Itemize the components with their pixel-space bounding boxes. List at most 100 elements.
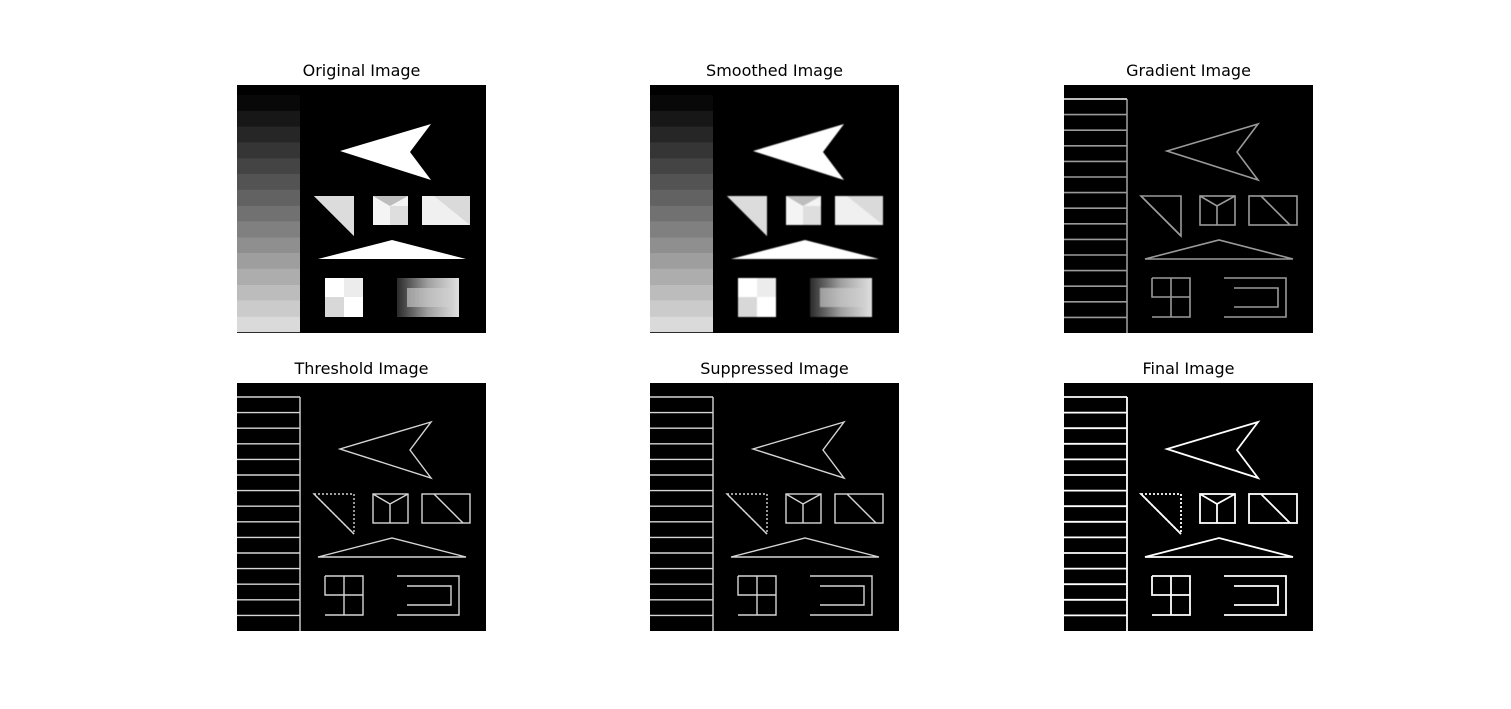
gray-step <box>650 126 713 143</box>
checker-edge <box>1151 278 1190 298</box>
arrow-edge <box>750 420 846 480</box>
panel-title: Gradient Image <box>1126 61 1251 80</box>
arrow-shape <box>340 124 431 180</box>
gray-step <box>237 221 300 238</box>
panel-shade <box>847 196 883 225</box>
panel-title: Original Image <box>302 61 421 80</box>
roof-edge <box>730 537 880 558</box>
roof-edge <box>1144 239 1294 260</box>
gradient-box-edge <box>1234 585 1279 606</box>
gray-step <box>237 85 300 95</box>
gray-step <box>650 300 713 317</box>
roof-shape <box>318 240 466 259</box>
gray-step <box>237 142 300 159</box>
gray-step <box>650 253 713 269</box>
roof-shape <box>731 240 879 259</box>
gradient-box-edge <box>1224 575 1287 616</box>
shapes-group <box>314 124 470 317</box>
gray-step <box>650 316 713 333</box>
gray-step <box>650 268 713 285</box>
cube-top <box>373 196 408 206</box>
panel-edge <box>421 493 471 524</box>
gray-step <box>237 253 300 269</box>
arrow-edge <box>1164 122 1261 182</box>
gray-step <box>650 284 713 301</box>
checker-edge <box>737 576 776 596</box>
gray-step <box>650 221 713 238</box>
gray-step <box>237 237 300 254</box>
panel-suppressed: Suppressed Image <box>650 359 899 631</box>
gray-step <box>237 316 300 333</box>
gray-step <box>650 142 713 159</box>
panel-title: Final Image <box>1142 359 1235 378</box>
panel-edge <box>1248 195 1298 226</box>
gray-step <box>237 189 300 206</box>
panel-original: Original Image <box>237 61 486 333</box>
cube-edge <box>1199 195 1236 207</box>
gray-step <box>650 95 713 111</box>
cube-top <box>786 196 821 206</box>
panel-edge <box>1260 195 1291 226</box>
arrow-shape <box>753 124 844 180</box>
panel-title: Smoothed Image <box>706 61 843 80</box>
panel-edge <box>1248 493 1298 524</box>
gray-step <box>650 158 713 175</box>
gray-step <box>650 85 713 95</box>
panel-edge <box>834 493 884 524</box>
gray-step <box>650 189 713 206</box>
gray-step <box>237 158 300 175</box>
gray-step <box>237 300 300 317</box>
checker-edge <box>324 576 363 596</box>
gray-step <box>237 284 300 301</box>
gradient-box-edge <box>1234 287 1279 308</box>
gray-step <box>650 205 713 222</box>
shapes-group <box>727 124 883 317</box>
gray-step <box>237 126 300 143</box>
cube-edge <box>785 493 822 505</box>
panel-title: Suppressed Image <box>700 359 849 378</box>
gradient-box-edge <box>407 585 452 606</box>
checker-edge <box>1151 576 1190 596</box>
checker-tile <box>757 278 776 297</box>
panel-smoothed: Smoothed Image <box>650 61 899 333</box>
checker-tile <box>344 278 363 297</box>
roof-edge <box>1144 537 1294 558</box>
gray-step <box>650 174 713 190</box>
panel-edge <box>433 493 464 524</box>
gradient-image <box>1064 85 1313 333</box>
panel-final: Final Image <box>1064 359 1313 631</box>
threshold-image <box>237 383 486 631</box>
gray-step <box>650 110 713 127</box>
gray-step <box>237 110 300 127</box>
triangle-edge <box>1140 195 1182 237</box>
triangle-shade <box>314 196 354 236</box>
triangle-edge <box>726 493 768 535</box>
panel-gradient: Gradient Image <box>1064 61 1313 333</box>
cube-edge <box>372 493 409 505</box>
panel-edge <box>1260 493 1291 524</box>
panel-threshold: Threshold Image <box>237 359 486 631</box>
checker-tile <box>738 297 757 317</box>
gradient-box-edge <box>1224 277 1287 318</box>
panel-title: Threshold Image <box>294 359 429 378</box>
gray-step <box>650 237 713 254</box>
gray-step <box>237 95 300 111</box>
gradient-inner <box>820 288 864 307</box>
original-image <box>237 85 486 333</box>
final-image <box>1064 383 1313 631</box>
triangle-edge <box>1140 493 1182 535</box>
gradient-box-edge <box>820 585 865 606</box>
suppressed-image <box>650 383 899 631</box>
cube-edge <box>1199 493 1236 506</box>
gray-step <box>237 174 300 190</box>
smoothed-image <box>650 85 899 333</box>
panel-edge <box>846 493 877 524</box>
gradient-box-edge <box>397 575 460 616</box>
checker-tile <box>325 297 344 317</box>
panel-shade <box>434 196 470 225</box>
arrow-edge <box>1163 420 1261 480</box>
arrow-edge <box>337 420 433 480</box>
triangle-edge <box>313 493 355 535</box>
gray-step <box>237 205 300 222</box>
gray-step <box>237 268 300 285</box>
